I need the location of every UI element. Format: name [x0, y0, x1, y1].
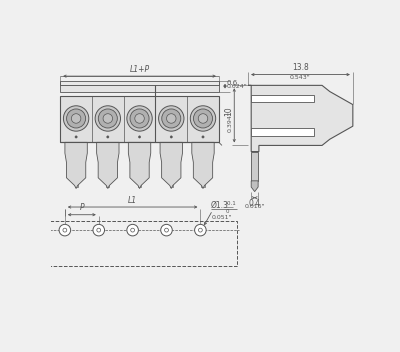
Polygon shape [128, 142, 151, 189]
Text: L1: L1 [128, 196, 137, 205]
Text: 0: 0 [226, 209, 229, 214]
Text: P: P [80, 203, 84, 212]
Polygon shape [192, 142, 214, 189]
Text: -0.1: -0.1 [226, 201, 236, 206]
Bar [251, 152, 258, 181]
Text: 10: 10 [224, 106, 233, 115]
Circle shape [195, 224, 206, 236]
Circle shape [158, 106, 184, 131]
Circle shape [95, 106, 120, 131]
Polygon shape [160, 142, 182, 189]
Circle shape [64, 106, 89, 131]
Circle shape [190, 106, 216, 131]
Bar [106, 162, 109, 187]
Circle shape [194, 109, 212, 128]
Polygon shape [97, 142, 119, 189]
Text: 0.6: 0.6 [226, 80, 238, 86]
Text: Ø1.3: Ø1.3 [211, 200, 229, 209]
Text: 0.051": 0.051" [211, 215, 232, 220]
Bar [60, 81, 219, 86]
Bar [60, 96, 219, 142]
Circle shape [161, 224, 172, 236]
Text: 0.543": 0.543" [290, 75, 311, 80]
Text: L1+P: L1+P [130, 65, 150, 74]
Circle shape [93, 224, 104, 236]
Bar [60, 86, 219, 92]
Circle shape [170, 136, 172, 138]
Polygon shape [251, 181, 258, 191]
Text: 13.8: 13.8 [292, 63, 309, 72]
Circle shape [103, 114, 112, 123]
Circle shape [138, 136, 141, 138]
Bar [138, 162, 141, 187]
Circle shape [98, 109, 117, 128]
Circle shape [202, 136, 204, 138]
Bar [202, 162, 204, 187]
Circle shape [71, 114, 81, 123]
Circle shape [130, 109, 149, 128]
Text: 0.016": 0.016" [244, 204, 265, 209]
Circle shape [107, 136, 109, 138]
Circle shape [75, 136, 77, 138]
Text: 0.024": 0.024" [226, 84, 247, 89]
Bar [74, 162, 78, 187]
Polygon shape [65, 142, 87, 189]
Circle shape [59, 224, 71, 236]
Circle shape [127, 224, 138, 236]
Bar [251, 95, 314, 102]
Circle shape [198, 114, 208, 123]
Circle shape [162, 109, 181, 128]
Circle shape [166, 114, 176, 123]
Circle shape [127, 106, 152, 131]
Text: 0.4: 0.4 [249, 199, 261, 208]
Circle shape [66, 109, 86, 128]
Polygon shape [248, 86, 353, 152]
Bar [170, 162, 173, 187]
Text: 0.394": 0.394" [228, 111, 233, 132]
Circle shape [135, 114, 144, 123]
Bar [48, 221, 237, 265]
Bar [251, 128, 314, 136]
